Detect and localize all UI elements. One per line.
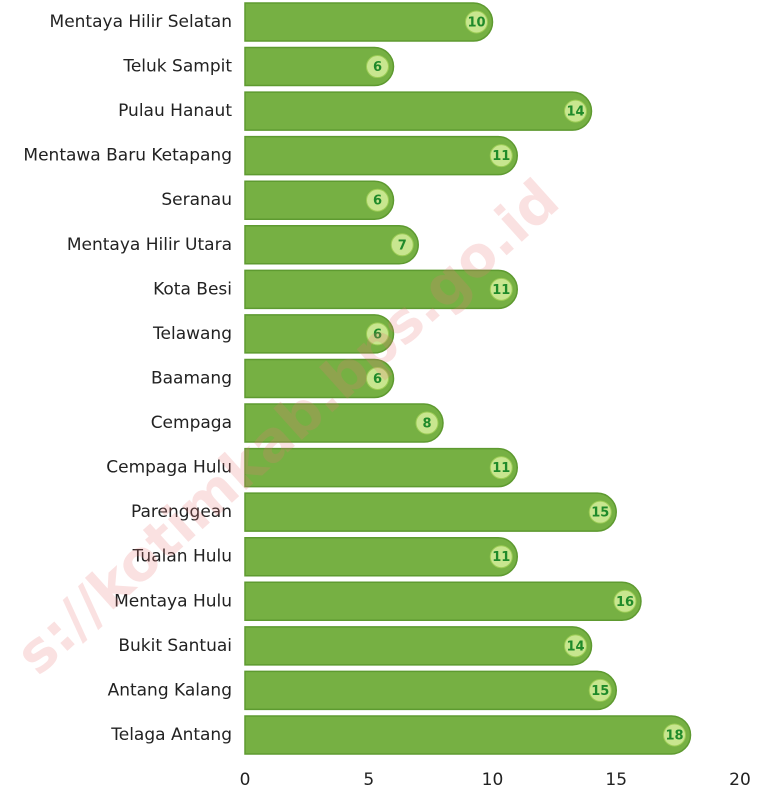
value-label: 15 xyxy=(591,506,609,521)
bar xyxy=(244,2,494,42)
value-label: 6 xyxy=(373,194,382,209)
value-label: 16 xyxy=(616,595,634,610)
value-label: 18 xyxy=(665,728,683,743)
value-label: 6 xyxy=(373,60,382,75)
y-tick-label: Telaga Antang xyxy=(110,725,232,745)
y-tick-label: Pulau Hanaut xyxy=(118,101,232,121)
value-badge xyxy=(489,144,513,168)
x-tick-label: 5 xyxy=(363,770,374,790)
value-label: 11 xyxy=(492,283,510,298)
value-badge xyxy=(366,322,389,346)
y-tick-label: Antang Kalang xyxy=(108,680,232,700)
bar xyxy=(244,536,518,577)
value-label: 14 xyxy=(566,639,584,654)
bar xyxy=(244,447,518,488)
value-badge xyxy=(588,500,612,524)
bar xyxy=(244,626,593,666)
bar xyxy=(244,91,593,131)
x-tick-label: 20 xyxy=(729,770,751,790)
bar xyxy=(244,269,518,310)
y-tick-label: Kota Besi xyxy=(153,279,232,299)
value-label: 15 xyxy=(591,684,609,699)
bar xyxy=(244,715,692,755)
value-label: 11 xyxy=(492,461,510,476)
value-label: 6 xyxy=(373,327,382,342)
value-label: 11 xyxy=(492,550,510,565)
value-badge xyxy=(489,456,513,480)
y-tick-label: Mentaya Hilir Utara xyxy=(67,235,232,255)
y-tick-label: Cempaga Hulu xyxy=(106,458,232,478)
value-badge xyxy=(663,723,686,747)
value-label: 6 xyxy=(373,372,382,387)
bar xyxy=(244,46,395,87)
y-tick-label: Mentawa Baru Ketapang xyxy=(23,146,232,166)
bar xyxy=(244,135,518,176)
y-tick-label: Cempaga xyxy=(151,413,232,433)
bar xyxy=(244,492,617,532)
value-badge xyxy=(564,634,587,658)
value-badge xyxy=(588,678,612,702)
value-label: 14 xyxy=(566,105,584,120)
value-badge xyxy=(366,366,389,390)
bar xyxy=(244,670,617,711)
value-badge xyxy=(489,545,513,569)
y-tick-label: Parenggean xyxy=(131,502,232,522)
value-label: 11 xyxy=(492,149,510,164)
bar xyxy=(244,581,642,622)
y-tick-label: Mentaya Hulu xyxy=(114,591,232,611)
y-tick-label: Tualan Hulu xyxy=(132,547,232,567)
bar xyxy=(244,358,395,399)
value-label: 10 xyxy=(467,16,485,31)
y-tick-label: Seranau xyxy=(161,190,232,210)
value-badge xyxy=(366,55,389,79)
bar xyxy=(244,314,395,354)
plot: 0 5 10 15 20 Mentaya Hilir Selatan 10 Teluk Sam… xyxy=(23,2,751,790)
y-tick-label: Baamang xyxy=(151,368,232,388)
x-tick-label: 0 xyxy=(240,770,251,790)
y-tick-label: Bukit Santuai xyxy=(118,636,232,656)
value-badge xyxy=(390,233,414,257)
value-badge xyxy=(415,411,439,435)
bar xyxy=(244,403,444,443)
value-badge xyxy=(613,589,637,613)
bar xyxy=(244,180,395,220)
value-label: 7 xyxy=(398,238,407,253)
value-badge xyxy=(465,10,488,34)
bar xyxy=(244,225,419,265)
value-badge xyxy=(366,188,389,212)
x-tick-label: 10 xyxy=(482,770,504,790)
y-tick-label: Mentaya Hilir Selatan xyxy=(50,12,232,32)
value-badge xyxy=(564,99,587,123)
value-label: 8 xyxy=(422,417,431,432)
value-badge xyxy=(489,277,513,301)
x-tick-label: 15 xyxy=(605,770,627,790)
y-tick-label: Telawang xyxy=(152,324,232,344)
y-tick-label: Teluk Sampit xyxy=(122,57,232,77)
